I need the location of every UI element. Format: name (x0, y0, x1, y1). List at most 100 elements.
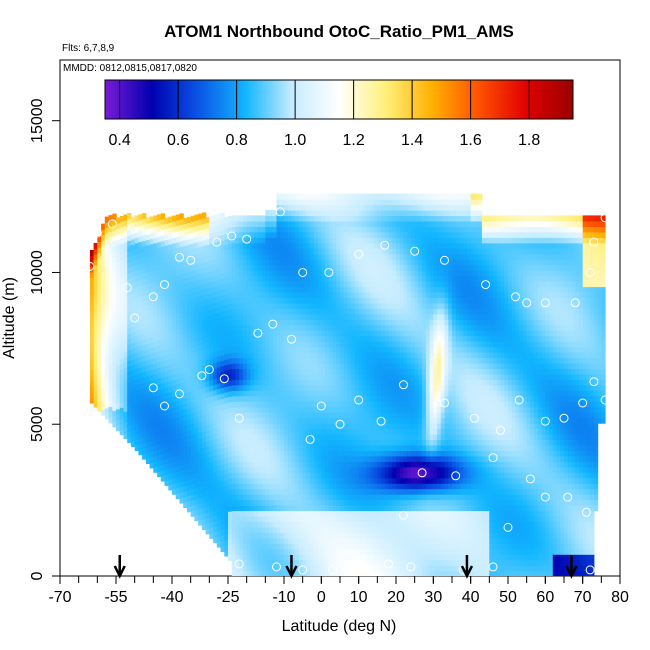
heat-cell (246, 275, 251, 282)
heat-cell (369, 543, 375, 550)
heat-cell (298, 357, 304, 364)
heat-cell (302, 308, 307, 315)
heat-cell (216, 262, 222, 269)
heat-cell (213, 220, 218, 227)
heat-cell (257, 226, 263, 233)
heat-cell (190, 461, 195, 468)
heat-cell (340, 335, 345, 342)
heat-cell (186, 495, 192, 502)
heat-cell (396, 302, 401, 309)
heat-cell (101, 382, 106, 389)
heat-cell (343, 291, 348, 298)
heat-cell (325, 379, 330, 386)
heat-cell (354, 220, 360, 227)
heat-cell (384, 215, 390, 222)
heat-cell (157, 471, 162, 478)
heat-cell (291, 532, 296, 539)
heat-cell (239, 433, 244, 440)
heat-cell (183, 480, 188, 487)
heat-cell (369, 319, 375, 326)
heat-cell (168, 222, 173, 229)
heat-cell (369, 483, 375, 490)
heat-cell (347, 548, 352, 555)
heat-cell (291, 319, 296, 326)
heat-cell (369, 548, 375, 555)
heat-cell (194, 493, 199, 500)
heat-cell (366, 543, 371, 550)
heat-cell (168, 315, 173, 322)
heat-cell (295, 242, 300, 249)
heat-cell (291, 559, 296, 566)
heat-cell (157, 432, 162, 439)
heat-cell (302, 505, 307, 512)
heat-cell (291, 226, 296, 233)
heat-cell (313, 466, 319, 473)
heat-cell (392, 215, 397, 222)
heat-cell (343, 483, 348, 490)
heat-cell (332, 313, 337, 320)
heat-cell (332, 390, 337, 397)
heat-cell (97, 236, 102, 243)
heat-cell (384, 428, 390, 435)
heat-cell (97, 345, 102, 352)
heat-cell (295, 494, 300, 501)
heat-cell (295, 510, 300, 517)
heat-cell (276, 499, 281, 506)
heat-cell (228, 308, 233, 315)
heat-cell (220, 218, 225, 225)
heat-cell (366, 226, 371, 233)
heat-cell (362, 193, 367, 200)
heat-cell (97, 383, 102, 390)
heat-cell (276, 204, 281, 211)
heat-cell (317, 275, 322, 282)
heat-cell (354, 499, 360, 506)
heat-cell (325, 199, 330, 206)
heat-cell (142, 360, 147, 367)
heat-cell (179, 240, 184, 247)
heat-cell (89, 282, 95, 289)
heat-cell (373, 554, 378, 561)
heat-cell (220, 360, 225, 367)
heat-cell (392, 510, 397, 517)
heat-cell (340, 428, 345, 435)
heat-cell (201, 289, 207, 296)
heat-cell (228, 489, 233, 496)
heat-cell (261, 406, 266, 413)
heat-cell (265, 433, 270, 440)
heat-cell (354, 417, 360, 424)
heat-cell (198, 470, 203, 477)
heat-cell (250, 357, 255, 364)
heat-cell (93, 341, 98, 348)
heat-cell (213, 274, 218, 281)
heat-cell (321, 412, 326, 419)
heat-cell (205, 359, 210, 366)
heat-cell (276, 439, 281, 446)
heat-cell (123, 416, 128, 423)
heat-cell (123, 247, 128, 254)
heat-cell (157, 438, 162, 445)
heat-cell (183, 277, 188, 284)
heat-cell (209, 221, 214, 228)
heat-cell (396, 406, 401, 413)
heat-cell (272, 565, 278, 572)
heat-cell (388, 494, 393, 501)
heat-cell (392, 231, 397, 238)
heat-cell (194, 384, 199, 391)
heat-cell (366, 297, 371, 304)
heat-cell (149, 298, 154, 305)
heat-cell (130, 277, 136, 284)
heat-cell (343, 543, 348, 550)
heat-cell (325, 401, 330, 408)
heat-cell (250, 472, 255, 479)
heat-cell (358, 412, 363, 419)
heat-cell (257, 384, 263, 391)
heat-cell (381, 368, 386, 375)
heat-cell (179, 218, 184, 225)
heat-cell (325, 281, 330, 288)
heat-cell (254, 291, 259, 298)
heat-cell (347, 302, 352, 309)
heat-cell (179, 421, 184, 428)
heat-cell (328, 521, 334, 528)
heat-cell (205, 397, 210, 404)
heat-cell (138, 219, 143, 226)
